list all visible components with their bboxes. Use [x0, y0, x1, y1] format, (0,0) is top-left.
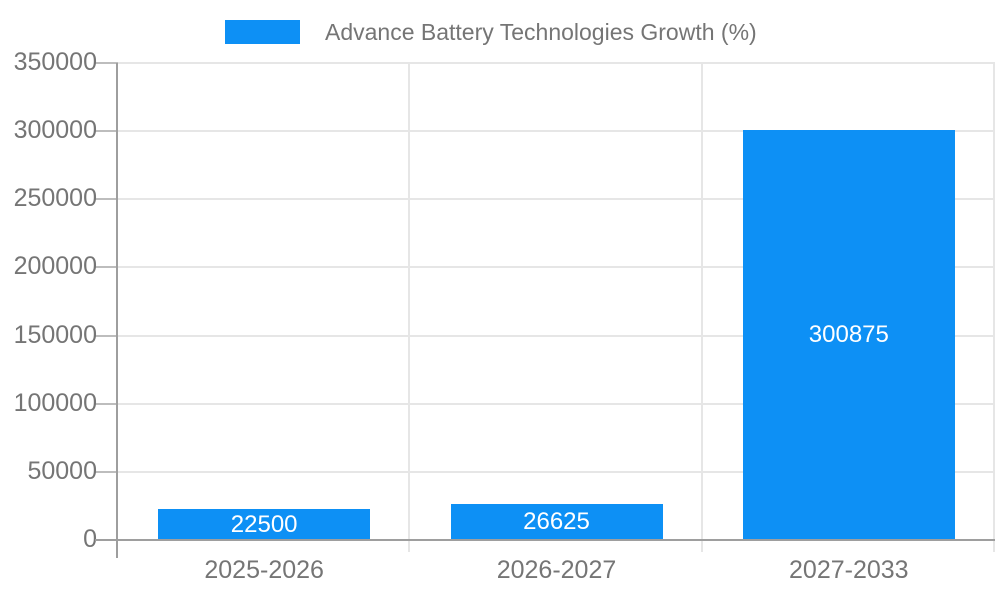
bar[interactable]: 26625 [450, 503, 663, 540]
column-gridline [408, 63, 411, 552]
y-gridline [118, 130, 995, 133]
y-tick [95, 62, 118, 64]
y-axis-label: 50000 [27, 456, 97, 485]
bar-value-label: 26625 [523, 507, 590, 535]
y-tick [95, 130, 118, 133]
y-gridline [118, 402, 995, 405]
y-tick [95, 334, 118, 337]
y-tick [95, 470, 118, 473]
y-axis-label: 250000 [13, 184, 97, 213]
x-axis-label: 2026-2027 [496, 556, 617, 584]
bar[interactable]: 300875 [742, 129, 955, 540]
y-axis-label: 100000 [13, 388, 97, 417]
x-axis-label: 2027-2033 [789, 556, 909, 584]
y-tick [95, 402, 118, 405]
y-axis-label: 350000 [13, 48, 97, 76]
y-tick [95, 266, 118, 269]
y-axis-label: 0 [83, 525, 97, 553]
y-gridline [118, 334, 995, 337]
x-axis-line [95, 539, 995, 541]
column-gridline [993, 63, 995, 552]
legend-swatch [225, 20, 300, 44]
y-gridline [118, 198, 995, 201]
y-gridline [118, 266, 995, 269]
bar[interactable]: 22500 [158, 509, 371, 540]
y-gridline [118, 62, 995, 64]
y-axis-line [116, 63, 118, 558]
chart-title: Advance Battery Technologies Growth (%) [325, 19, 757, 45]
column-gridline [700, 63, 703, 552]
x-axis-label: 2025-2026 [204, 556, 324, 584]
bar-value-label: 300875 [808, 320, 889, 348]
y-axis-label: 200000 [13, 252, 97, 281]
y-axis-label: 300000 [13, 116, 97, 145]
bar-value-label: 22500 [230, 510, 298, 538]
y-gridline [118, 470, 995, 473]
y-tick [95, 198, 118, 201]
y-axis-label: 150000 [13, 320, 97, 349]
legend: Advance Battery Technologies Growth (%) [0, 0, 1000, 56]
